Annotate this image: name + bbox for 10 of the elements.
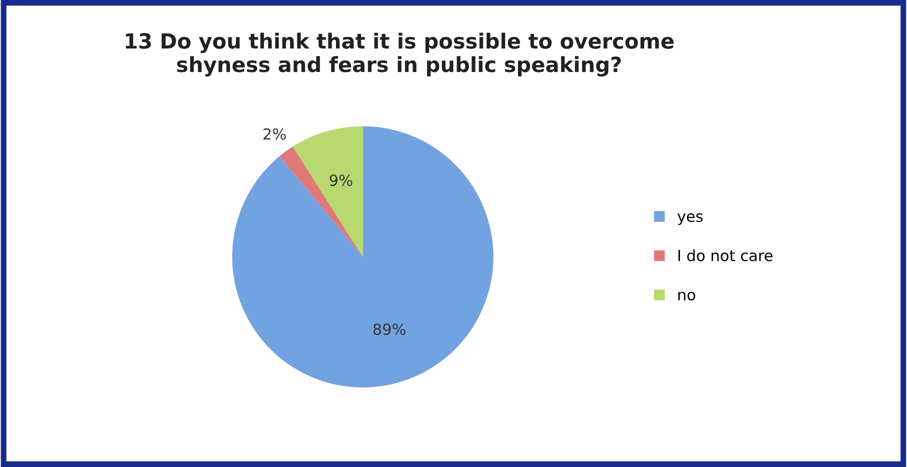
legend-label: I do not care [678, 249, 772, 262]
chart-title: 13 Do you think that it is possible to overcome shyness and fears in public speaking? [126, 32, 674, 77]
pie-slice [280, 146, 363, 257]
data-label: 9% [330, 174, 352, 186]
legend-label: yes [677, 213, 703, 226]
data-label: 2% [264, 128, 286, 140]
data-label: 89% [373, 323, 406, 336]
pie-slice [232, 126, 494, 388]
pie-slice [292, 126, 363, 257]
legend-label: no [678, 292, 696, 301]
